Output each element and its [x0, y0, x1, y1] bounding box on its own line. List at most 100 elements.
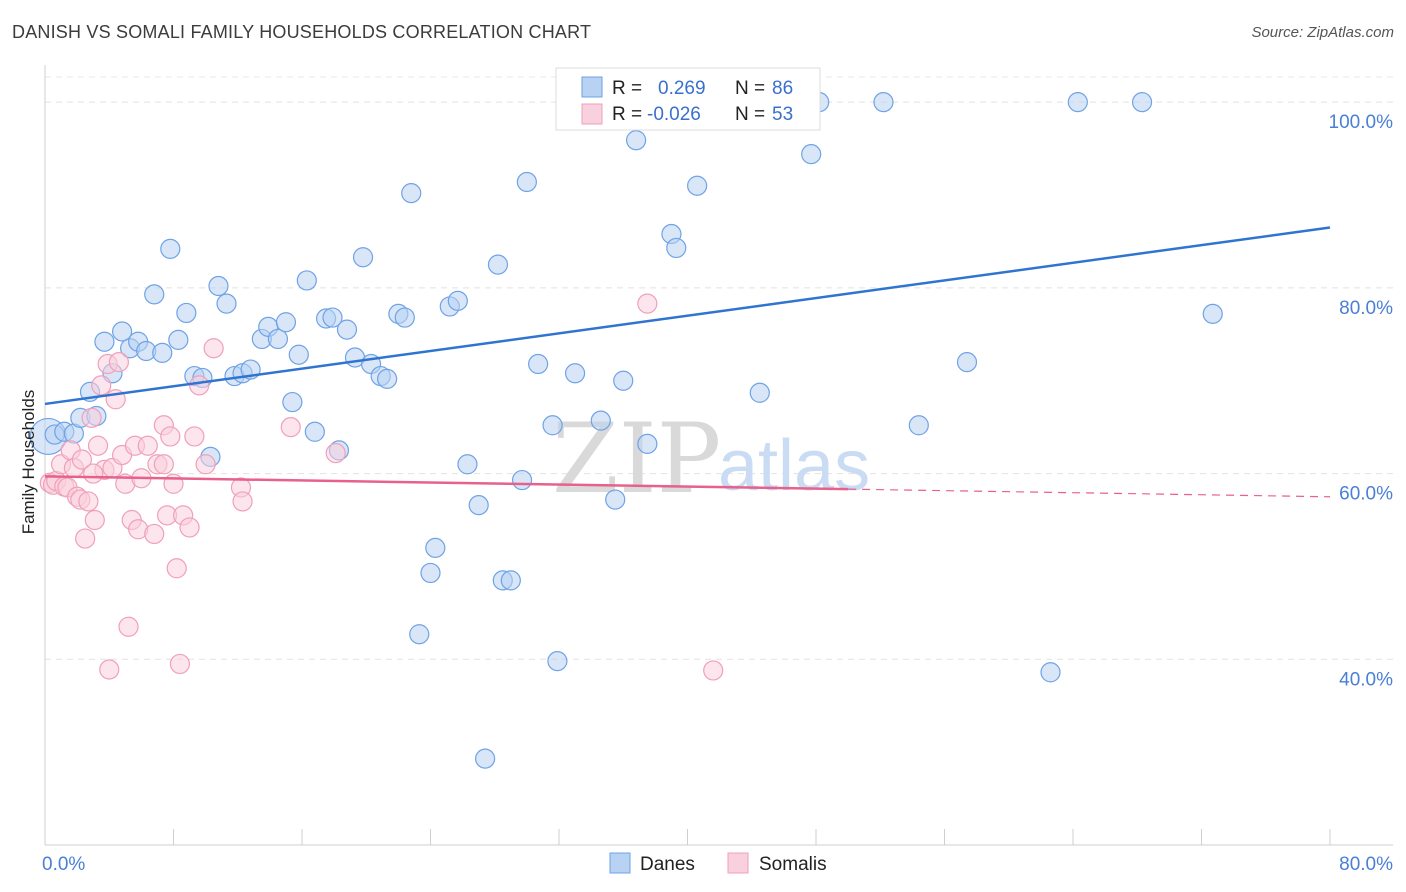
- somalis-point-47: [280, 417, 301, 438]
- danes-point-64: [590, 410, 611, 431]
- somalis-point-30: [137, 435, 158, 456]
- stats-legend: R = 0.269 N = 86 R = -0.026 N = 53: [555, 67, 821, 131]
- somalis-trend-line-extension: [848, 488, 1331, 498]
- series-legend-label-somalis: Somalis: [759, 854, 827, 875]
- somalis-point-48: [325, 443, 346, 464]
- somalis-trend-line: [44, 475, 849, 491]
- legend-swatch-somalis: [581, 103, 603, 125]
- danes-point-77: [801, 144, 822, 165]
- somalis-point-44: [203, 338, 224, 359]
- danes-point-60: [542, 415, 563, 436]
- somalis-point-42: [189, 375, 210, 396]
- danes-point-63: [564, 363, 586, 384]
- danes-point-13: [144, 284, 165, 305]
- chart-source: Source: ZipAtlas.com: [1251, 24, 1394, 41]
- somalis-point-51: [703, 660, 724, 681]
- somalis-point-22: [108, 352, 129, 373]
- danes-point-21: [208, 275, 229, 297]
- legend-n-value-danes: 86: [772, 78, 793, 99]
- danes-point-72: [687, 175, 708, 196]
- somalis-point-38: [169, 653, 191, 675]
- danes-point-58: [516, 171, 537, 193]
- danes-point-79: [873, 92, 894, 113]
- legend-n-label-danes: N =: [735, 78, 765, 99]
- legend-n-label-somalis: N =: [735, 104, 765, 125]
- y-tick-label-0: 40.0%: [1339, 669, 1393, 690]
- somalis-point-52: [83, 463, 104, 484]
- y-axis-title: Family Households: [19, 390, 38, 535]
- somalis-point-11: [75, 528, 96, 549]
- danes-point-44: [394, 307, 415, 328]
- danes-point-48: [425, 537, 446, 558]
- watermark-atlas: atlas: [718, 426, 870, 506]
- danes-point-7: [94, 331, 115, 352]
- somalis-point-43: [195, 454, 216, 475]
- danes-point-59: [528, 353, 549, 375]
- danes-point-31: [288, 344, 309, 365]
- danes-point-29: [275, 312, 297, 333]
- series-legend-swatch-danes: [609, 852, 631, 874]
- watermark: ZIP atlas: [552, 403, 870, 515]
- danes-trend-line: [44, 226, 1331, 406]
- somalis-point-46: [232, 491, 253, 512]
- danes-point-39: [352, 247, 374, 268]
- legend-r-label-somalis: R =: [612, 104, 642, 125]
- danes-point-82: [1040, 662, 1061, 683]
- danes-point-47: [420, 562, 441, 584]
- danes-point-65: [605, 489, 626, 510]
- danes-point-15: [160, 238, 181, 259]
- series-legend-label-danes: Danes: [640, 854, 695, 875]
- danes-point-71: [666, 237, 687, 259]
- danes-point-84: [1131, 92, 1153, 113]
- danes-point-61: [547, 651, 568, 672]
- y-tick-label-1: 60.0%: [1339, 484, 1393, 505]
- danes-point-54: [487, 254, 509, 275]
- x-tick-label-1: 80.0%: [1339, 854, 1393, 875]
- somalis-point-13: [81, 407, 102, 428]
- somalis-point-12: [78, 491, 99, 512]
- somalis-point-50: [637, 293, 658, 314]
- somalis-point-40: [179, 517, 200, 538]
- danes-point-14: [152, 342, 173, 363]
- legend-r-value-danes: 0.269: [658, 78, 706, 99]
- danes-point-9: [111, 321, 133, 342]
- chart-title: DANISH VS SOMALI FAMILY HOUSEHOLDS CORRE…: [12, 22, 592, 42]
- danes-point-52: [468, 495, 489, 516]
- danes-point-57: [511, 469, 533, 491]
- danes-point-68: [637, 433, 658, 454]
- x-tick-label-0: 0.0%: [42, 854, 85, 875]
- tick-label-layer: 40.0% 60.0% 80.0% 100.0% 0.0% 80.0%: [42, 112, 1393, 875]
- danes-point-37: [336, 319, 358, 340]
- legend-swatch-danes: [581, 76, 603, 98]
- trend-layer: [44, 226, 1331, 498]
- danes-point-67: [625, 130, 647, 151]
- y-tick-label-3: 100.0%: [1329, 112, 1394, 133]
- somalis-point-49: [153, 454, 174, 475]
- somalis-point-14: [84, 509, 105, 531]
- danes-point-22: [216, 293, 237, 314]
- danes-point-28: [267, 328, 289, 350]
- axes-layer: [44, 65, 1393, 846]
- danes-point-56: [500, 570, 521, 591]
- danes-point-83: [1067, 92, 1088, 113]
- somalis-point-31: [144, 523, 165, 545]
- danes-point-66: [613, 370, 634, 391]
- legend-n-value-somalis: 53: [772, 104, 793, 125]
- somalis-point-37: [166, 558, 187, 579]
- series-legend: Danes Somalis: [609, 852, 827, 875]
- danes-point-85: [1202, 303, 1223, 324]
- danes-point-75: [749, 382, 770, 403]
- danes-point-42: [377, 368, 398, 389]
- somalis-point-10: [71, 449, 93, 470]
- y-tick-label-2: 80.0%: [1339, 298, 1393, 319]
- somalis-point-15: [87, 435, 109, 456]
- danes-point-53: [475, 748, 496, 769]
- danes-point-81: [956, 352, 978, 373]
- danes-point-50: [447, 290, 468, 311]
- danes-point-33: [304, 421, 325, 442]
- somalis-point-25: [118, 616, 139, 637]
- danes-point-35: [322, 307, 343, 328]
- somalis-point-16: [91, 375, 112, 396]
- danes-point-45: [401, 183, 422, 204]
- danes-point-46: [409, 624, 430, 645]
